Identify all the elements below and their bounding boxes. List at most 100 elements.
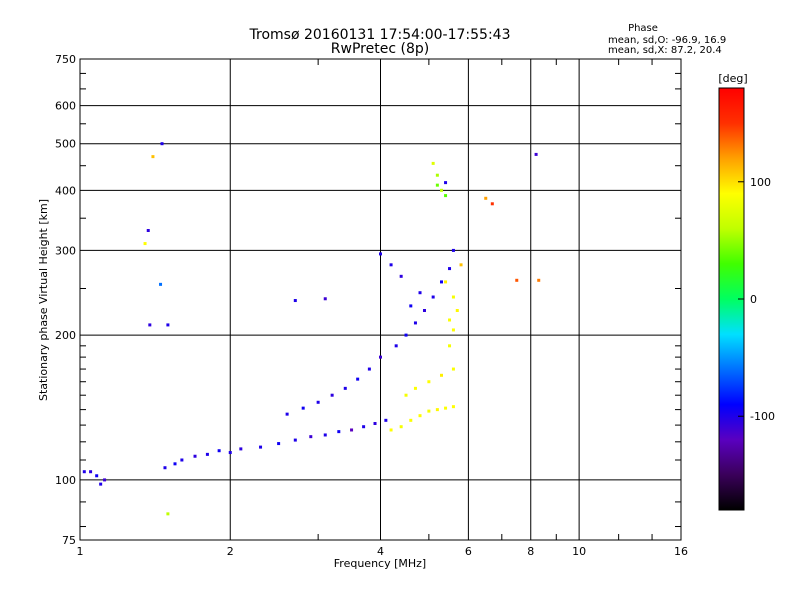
colorbar-ticks: 100 0 -100 [738, 176, 775, 423]
data-point [451, 405, 455, 409]
data-point [160, 142, 164, 146]
data-point [427, 409, 431, 413]
colorbar-tick-label: 0 [750, 293, 757, 306]
data-point [440, 188, 444, 192]
data-point [431, 161, 435, 165]
data-point [413, 386, 417, 390]
data-point [448, 344, 452, 348]
data-point [389, 263, 393, 267]
data-point [384, 418, 388, 422]
data-point [259, 445, 263, 449]
data-point [350, 428, 354, 432]
data-point [239, 447, 243, 451]
data-point [389, 428, 393, 432]
data-point [422, 309, 426, 313]
data-point [293, 299, 297, 303]
data-point [455, 309, 459, 313]
data-point [330, 393, 334, 397]
data-point [337, 430, 341, 434]
data-point [316, 400, 320, 404]
x-tick-label: 2 [227, 545, 234, 558]
data-points [82, 142, 541, 516]
data-point [143, 242, 147, 246]
y-tick-label: 600 [55, 100, 76, 113]
x-tick-label: 16 [674, 545, 688, 558]
data-point [217, 449, 221, 453]
colorbar-tick-label: 100 [750, 176, 771, 189]
y-tick-label: 100 [55, 474, 76, 487]
data-point [301, 406, 305, 410]
data-point [440, 280, 444, 284]
data-point [444, 194, 448, 198]
data-point [399, 274, 403, 278]
data-point [418, 414, 422, 418]
data-point [379, 355, 382, 359]
data-point [180, 458, 184, 462]
x-tick-labels: 1 2 4 6 8 10 16 [77, 545, 689, 558]
data-point [413, 321, 417, 325]
y-axis-label: Stationary phase Virtual Height [km] [37, 199, 50, 401]
phase-stat-o: mean, sd,O: -96.9, 16.9 [608, 35, 726, 46]
data-point [431, 295, 435, 299]
y-tick-label: 75 [62, 534, 76, 547]
data-point [451, 295, 455, 299]
chart-title: Tromsø 20160131 17:54:00-17:55:43 [249, 27, 511, 43]
data-point [448, 318, 452, 322]
x-tick-label: 1 [77, 545, 84, 558]
data-point [435, 173, 439, 177]
data-point [323, 297, 327, 301]
data-point [435, 408, 439, 412]
y-tick-labels: 75 100 200 300 400 500 600 750 [55, 53, 76, 547]
data-point [435, 183, 439, 187]
plot-frame [79, 58, 682, 541]
data-point [459, 263, 463, 267]
colorbar-label: [deg] [718, 72, 747, 85]
data-point [103, 478, 107, 482]
data-point [490, 202, 494, 206]
data-point [159, 282, 163, 286]
y-tick-label: 300 [55, 244, 76, 257]
phase-heading: Phase [628, 23, 658, 34]
phase-stat-x: mean, sd,X: 87.2, 20.4 [608, 45, 722, 56]
data-point [277, 442, 281, 446]
data-point [205, 452, 209, 456]
data-point [418, 291, 422, 295]
data-point [362, 425, 366, 429]
data-point [309, 435, 313, 439]
data-point [293, 438, 297, 442]
data-point [444, 181, 448, 185]
data-point [373, 421, 377, 425]
data-point [534, 152, 538, 156]
y-tick-label: 400 [55, 184, 76, 197]
x-tick-label: 6 [465, 545, 472, 558]
data-point [166, 512, 170, 516]
data-point [427, 380, 431, 384]
data-point [343, 386, 347, 390]
data-point [451, 328, 455, 332]
data-point [404, 333, 408, 337]
data-point [379, 252, 382, 256]
data-point [151, 155, 155, 159]
data-point [515, 278, 519, 282]
data-point [89, 470, 93, 474]
data-point [193, 454, 197, 458]
data-point [356, 377, 360, 381]
data-point [404, 393, 408, 397]
data-point [228, 451, 232, 455]
colorbar-tick-label: -100 [750, 410, 775, 423]
data-point [448, 267, 452, 271]
data-point [451, 367, 455, 371]
data-point [166, 323, 170, 327]
data-point [394, 344, 398, 348]
data-point [444, 406, 448, 410]
x-tick-label: 8 [527, 545, 534, 558]
x-axis-label: Frequency [MHz] [334, 557, 426, 570]
data-point [367, 367, 371, 371]
chart-subtitle: RwPretec (8p) [331, 41, 429, 57]
data-point [399, 425, 403, 429]
data-point [95, 474, 99, 478]
y-tick-label: 750 [55, 53, 76, 66]
data-point [148, 323, 152, 327]
grid-lines [80, 59, 681, 540]
